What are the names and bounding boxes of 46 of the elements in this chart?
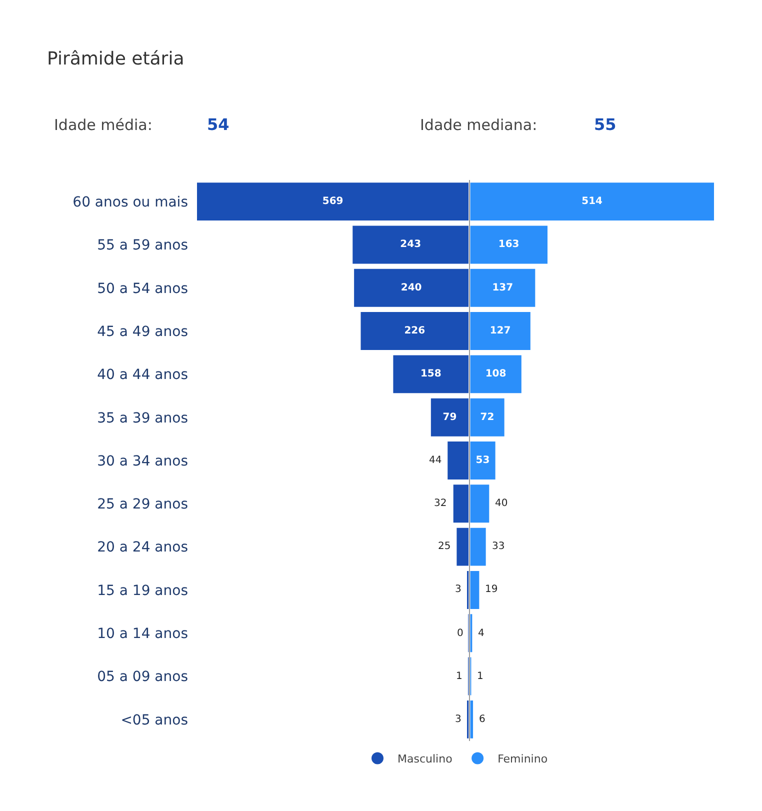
data-label: 25 <box>438 541 451 552</box>
data-label: 137 <box>492 282 514 294</box>
data-label: 19 <box>485 584 498 595</box>
data-label: 243 <box>400 239 422 250</box>
data-label: 514 <box>582 196 603 208</box>
y-tick-label: 50 a 54 anos <box>97 280 188 297</box>
legend-label: Feminino <box>498 752 548 766</box>
data-label: 226 <box>404 326 426 337</box>
data-label: 4 <box>478 628 484 639</box>
y-tick-label: 45 a 49 anos <box>97 324 188 340</box>
legend-label: Masculino <box>398 752 453 766</box>
data-label: 163 <box>498 239 520 250</box>
y-tick-label: 25 a 29 anos <box>97 496 188 513</box>
y-tick-label: 15 a 19 anos <box>97 582 188 599</box>
y-tick-label: 55 a 59 anos <box>97 238 188 254</box>
data-label: 3 <box>455 584 462 595</box>
text: 54 <box>207 115 230 134</box>
data-label: 79 <box>442 412 457 423</box>
data-label: 158 <box>420 368 442 380</box>
text: 55 <box>594 115 616 134</box>
data-label: 108 <box>485 368 506 380</box>
text: Idade média: <box>54 116 152 134</box>
data-label: 6 <box>479 714 486 725</box>
y-tick-label: 60 anos ou mais <box>72 194 188 210</box>
y-tick-label: 05 a 09 anos <box>97 669 188 686</box>
data-label: 33 <box>492 541 505 552</box>
text: Idade mediana: <box>420 116 538 134</box>
data-label: 72 <box>480 412 494 423</box>
data-label: 569 <box>322 196 344 208</box>
chart-title: Pirâmide etária <box>47 48 184 70</box>
y-tick-label: 30 a 34 anos <box>97 453 188 470</box>
y-tick-label: 20 a 24 anos <box>97 540 188 556</box>
data-label: 240 <box>400 282 422 294</box>
data-label: 53 <box>476 455 490 466</box>
y-tick-label: <05 anos <box>120 712 188 728</box>
y-tick-label: 10 a 14 anos <box>97 626 188 642</box>
data-label: 44 <box>429 455 442 466</box>
data-label: 1 <box>456 671 462 682</box>
data-label: 0 <box>457 628 464 639</box>
data-label: 1 <box>477 671 484 682</box>
data-label: 3 <box>455 714 462 725</box>
data-label: 32 <box>434 498 447 509</box>
y-tick-label: 35 a 39 anos <box>97 410 188 426</box>
y-tick-label: 40 a 44 anos <box>97 367 188 384</box>
data-label: 40 <box>495 498 508 509</box>
data-label: 127 <box>490 326 511 337</box>
